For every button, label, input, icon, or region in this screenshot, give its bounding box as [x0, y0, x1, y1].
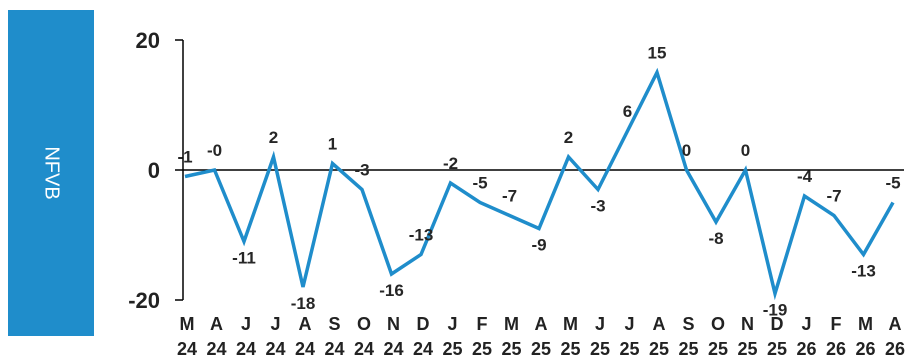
x-tick-year: 24: [206, 339, 226, 359]
x-tick-year: 25: [531, 339, 551, 359]
x-tick-year: 24: [265, 339, 285, 359]
x-tick-month: D: [771, 314, 784, 334]
data-label: -7: [826, 187, 841, 206]
x-tick-month: N: [741, 314, 754, 334]
x-tick-month: A: [889, 314, 902, 334]
x-tick-year: 25: [590, 339, 610, 359]
data-label: -3: [354, 161, 369, 180]
series: [184, 67, 895, 301]
x-tick-month: J: [241, 314, 251, 334]
x-tick-year: 24: [354, 339, 374, 359]
x-tick-month: A: [210, 314, 223, 334]
side-label-panel: NFVB: [8, 10, 94, 336]
data-label: 1: [328, 135, 337, 154]
data-label: 2: [269, 128, 278, 147]
y-tick-label: 0: [148, 158, 160, 183]
data-label: -3: [590, 197, 605, 216]
x-tick-month: D: [417, 314, 430, 334]
x-tick-month: A: [535, 314, 548, 334]
x-tick-year: 25: [708, 339, 728, 359]
data-label: -13: [851, 262, 876, 281]
data-label: -0: [207, 141, 222, 160]
data-label: 0: [741, 141, 750, 160]
x-tick-month: J: [270, 314, 280, 334]
x-tick-year: 25: [501, 339, 521, 359]
x-tick-year: 25: [619, 339, 639, 359]
x-tick-month: A: [653, 314, 666, 334]
x-tick-year: 24: [177, 339, 197, 359]
x-tick-year: 25: [678, 339, 698, 359]
x-tick-year: 25: [767, 339, 787, 359]
x-tick-month: M: [858, 314, 873, 334]
x-tick-year: 26: [796, 339, 816, 359]
x-tick-month: M: [180, 314, 195, 334]
y-tick-label: 20: [136, 28, 160, 53]
x-tick-year: 25: [737, 339, 757, 359]
data-label: 15: [648, 44, 667, 63]
x-tick-month: J: [624, 314, 634, 334]
x-tick-month: S: [328, 314, 340, 334]
x-tick-year: 24: [324, 339, 344, 359]
y-tick-label: -20: [128, 288, 160, 313]
x-tick-year: 24: [295, 339, 315, 359]
data-label: -19: [763, 301, 788, 320]
data-label: 2: [564, 128, 573, 147]
x-tick-month: F: [831, 314, 842, 334]
x-tick-year: 25: [442, 339, 462, 359]
x-tick-year: 24: [413, 339, 433, 359]
x-tick-month: N: [387, 314, 400, 334]
x-tick-year: 25: [472, 339, 492, 359]
x-tick-year: 26: [826, 339, 846, 359]
x-tick-year: 25: [560, 339, 580, 359]
data-label: 0: [682, 141, 691, 160]
x-tick-month: A: [299, 314, 312, 334]
series-line: [184, 67, 895, 301]
x-tick-month: M: [563, 314, 578, 334]
data-label: -8: [708, 229, 723, 248]
x-tick-month: O: [711, 314, 725, 334]
x-tick-month: J: [801, 314, 811, 334]
data-label: -16: [379, 281, 404, 300]
x-tick-month: O: [357, 314, 371, 334]
x-tick-year: 24: [383, 339, 403, 359]
x-tick-month: S: [682, 314, 694, 334]
data-label: -13: [409, 226, 434, 245]
x-tick-month: J: [447, 314, 457, 334]
data-label: -2: [443, 154, 458, 173]
data-label: -1: [177, 148, 192, 167]
data-label: 6: [623, 102, 632, 121]
data-label: -18: [291, 294, 316, 313]
x-tick-year: 26: [855, 339, 875, 359]
axes: [182, 40, 904, 300]
x-tick-month: M: [504, 314, 519, 334]
x-tick-month: J: [595, 314, 605, 334]
data-label: -4: [797, 167, 813, 186]
data-label: -5: [885, 174, 900, 193]
x-tick-year: 24: [236, 339, 256, 359]
data-label: -5: [472, 174, 487, 193]
data-labels: -1 -0 -11 2 -18 1 -3 -16 -13 -2 -5 -7 -9 2 -3 6 15 0 -8 0 -1…: [177, 44, 900, 320]
y-ticks: -20 0 20: [128, 28, 183, 313]
data-label: -7: [502, 187, 517, 206]
x-ticks: M 24 A 24 J 24 J 24 A 24 S 24 O 24 N 24 D 24 J 25 F 25 M 25 A 25 M…: [177, 314, 905, 359]
data-label: -9: [531, 236, 546, 255]
x-tick-month: F: [477, 314, 488, 334]
x-tick-year: 25: [649, 339, 669, 359]
data-label: -11: [232, 249, 256, 268]
x-tick-year: 26: [885, 339, 905, 359]
